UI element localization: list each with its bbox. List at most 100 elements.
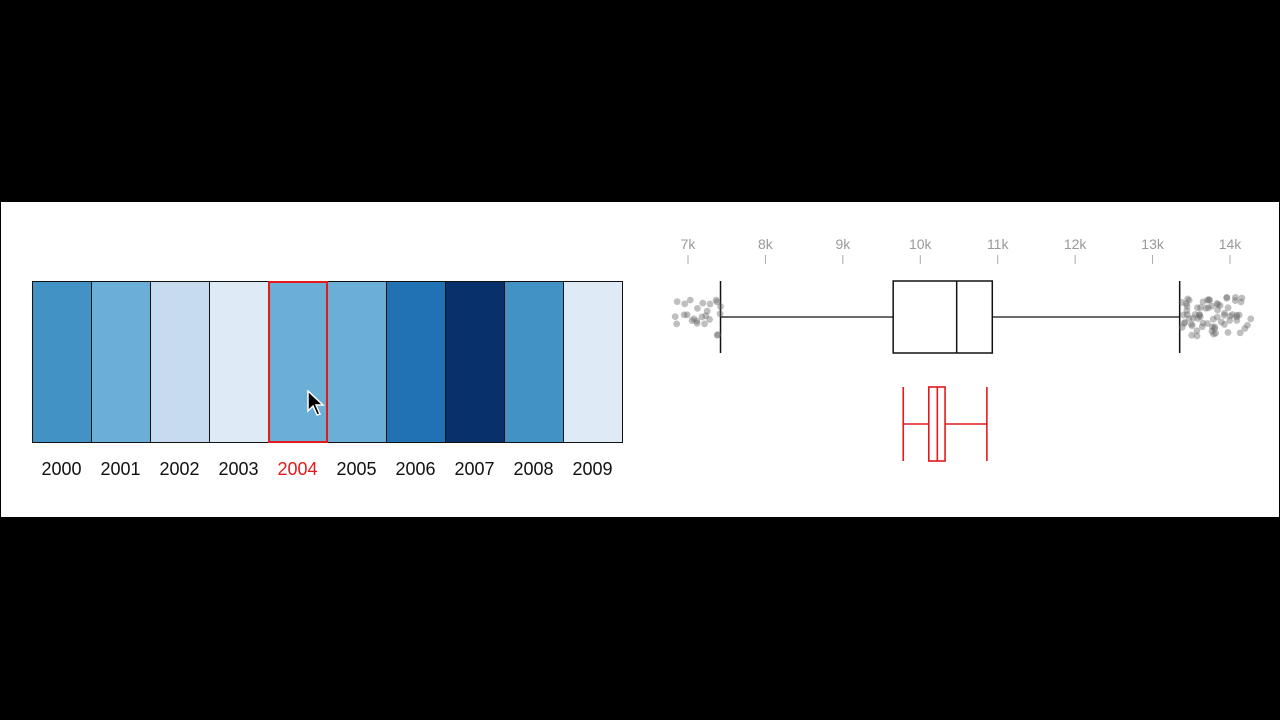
outlier-point	[673, 298, 681, 306]
axis-tick-label: 12k	[1064, 236, 1088, 252]
outlier-point	[1209, 315, 1217, 323]
outlier-point	[1236, 329, 1244, 337]
outlier-point	[1206, 296, 1214, 304]
outlier-point	[713, 298, 721, 306]
outlier-point	[1199, 319, 1207, 327]
outlier-point	[1178, 299, 1186, 306]
outlier-point	[1212, 329, 1219, 337]
heatmap-cell-2001[interactable]	[91, 281, 151, 443]
outlier-point	[1188, 322, 1196, 330]
outlier-point	[1180, 320, 1188, 327]
outlier-point	[1198, 323, 1206, 331]
iqr-box	[892, 280, 994, 354]
outlier-point	[1244, 321, 1251, 329]
outlier-point	[688, 317, 696, 324]
heatmap-cell-2009[interactable]	[563, 281, 623, 443]
outlier-point	[1221, 321, 1228, 328]
boxplot-chart: 7k 8k 9k 10k 11k 12k 13k 14k	[671, 236, 1255, 462]
heatmap-cell-2006[interactable]	[386, 281, 446, 443]
outlier-point	[694, 304, 701, 312]
outlier-point	[717, 303, 724, 310]
heatmap-cell-2008[interactable]	[504, 281, 564, 443]
year-label-2000[interactable]: 2000	[41, 459, 82, 479]
outlier-point	[716, 310, 724, 318]
outlier-point	[1228, 311, 1236, 318]
year-label-2003[interactable]: 2003	[218, 459, 259, 479]
outlier-point	[1226, 312, 1234, 320]
outlier-point	[1187, 320, 1195, 328]
outlier-point	[1241, 325, 1249, 332]
outlier-point	[1223, 293, 1231, 301]
outlier-point	[1233, 313, 1241, 321]
outlier-point	[1217, 318, 1225, 326]
year-label-2006[interactable]: 2006	[395, 459, 436, 479]
outlier-point	[1185, 315, 1193, 322]
outlier-point	[1226, 317, 1234, 324]
outlier-point	[712, 296, 720, 304]
outlier-point	[1193, 327, 1201, 335]
outlier-point	[1247, 315, 1255, 323]
outlier-point	[1184, 295, 1192, 303]
outlier-point	[1231, 297, 1239, 304]
outlier-point	[1194, 304, 1201, 312]
outlier-point	[1210, 330, 1217, 338]
heatmap-cell-2000[interactable]	[32, 281, 92, 443]
outlier-point	[1199, 298, 1207, 306]
outlier-point	[686, 296, 694, 304]
outlier-point	[706, 316, 714, 323]
outlier-point	[1221, 309, 1228, 317]
outlier-point	[1213, 313, 1221, 321]
chart-panel: 2000 2001 2002 2003 2004 2005 2006 2007 2008 2009…	[1, 202, 1279, 517]
outlier-point	[1211, 325, 1219, 333]
outlier-point	[1196, 311, 1203, 319]
axis-tick-label: 13k	[1141, 236, 1165, 252]
year-label-2004[interactable]: 2004	[277, 459, 318, 479]
axis-tick-label: 10k	[909, 236, 933, 252]
outlier-point	[1204, 320, 1211, 327]
axis-tick-label: 9k	[835, 236, 851, 252]
outlier-point	[1208, 323, 1216, 331]
year-label-2001[interactable]: 2001	[100, 459, 141, 479]
outlier-point	[1205, 296, 1213, 303]
outlier-point	[1224, 304, 1232, 312]
year-label-2009[interactable]: 2009	[572, 459, 613, 479]
outlier-point	[1197, 304, 1204, 311]
outlier-point	[1213, 300, 1221, 307]
outlier-point	[1183, 307, 1191, 314]
outlier-point	[1214, 301, 1222, 308]
outlier-point	[673, 320, 681, 328]
outlier-point	[1194, 315, 1202, 322]
outlier-point	[1183, 302, 1191, 310]
year-label-2002[interactable]: 2002	[159, 459, 200, 479]
outlier-point	[693, 317, 701, 325]
outlier-point	[1188, 331, 1196, 339]
outlier-point	[706, 300, 714, 308]
outlier-point	[1182, 300, 1190, 308]
year-label-2007[interactable]: 2007	[454, 459, 495, 479]
outlier-point	[683, 311, 691, 319]
outlier-point	[1193, 332, 1201, 340]
year-label-2005[interactable]: 2005	[336, 459, 377, 479]
axis-tick-label: 11k	[987, 236, 1010, 252]
outlier-point	[671, 313, 679, 321]
outlier-point	[693, 319, 701, 327]
outlier-point	[1208, 302, 1216, 310]
heatmap-cell-2004[interactable]	[268, 281, 328, 443]
year-label-2008[interactable]: 2008	[513, 459, 554, 479]
outlier-point	[1237, 298, 1245, 306]
axis-tick-label: 8k	[758, 236, 774, 252]
outlier-point	[1196, 313, 1204, 321]
outlier-point	[1178, 323, 1186, 331]
axis-tick-label: 14k	[1219, 236, 1243, 252]
outlier-point	[1216, 302, 1224, 310]
outlier-point	[1180, 311, 1187, 319]
outlier-point	[699, 299, 707, 307]
outlier-point	[1185, 296, 1193, 304]
outlier-point	[1196, 311, 1203, 318]
outlier-point	[1223, 294, 1231, 302]
outlier-point	[1235, 311, 1243, 319]
outlier-point	[1220, 311, 1228, 319]
heatmap-cell-2002[interactable]	[150, 281, 210, 443]
outlier-point	[698, 313, 706, 321]
heatmap-cell-2007[interactable]	[445, 281, 505, 443]
